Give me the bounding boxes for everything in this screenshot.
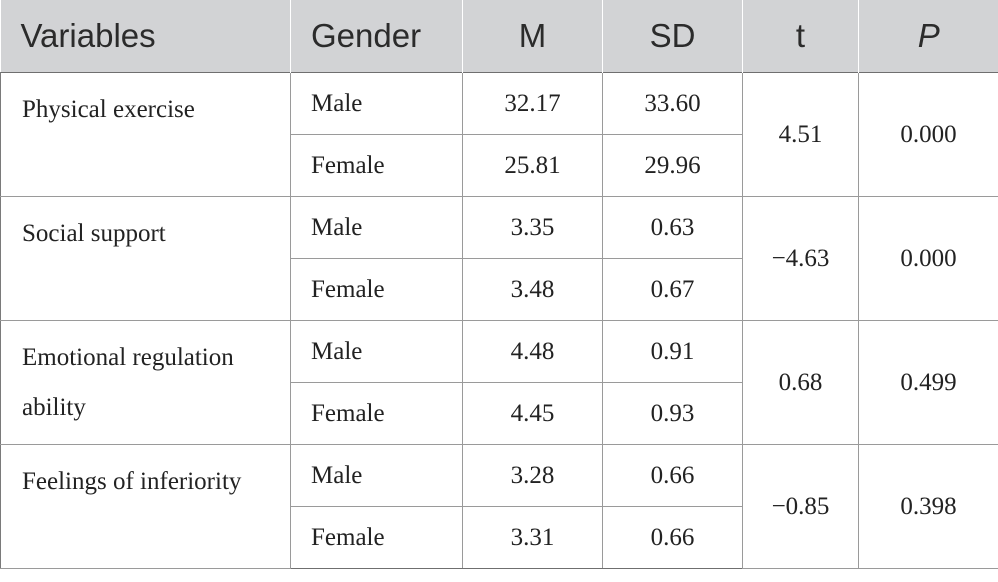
sd-cell: 0.63 [602,196,743,259]
header-t: t [742,0,859,73]
table-row: Female 3.31 0.66 [1,506,998,569]
table-row: Feelings of inferiority Male 3.28 0.66 −… [0,444,998,569]
variable-name: Emotional regulation ability [0,320,291,445]
mean-cell: 25.81 [462,134,603,197]
sd-cell: 29.96 [602,134,743,197]
mean-cell: 3.28 [462,444,603,507]
p-value: 0.499 [858,320,998,445]
t-value: −0.85 [742,444,859,569]
gender-cell: Male [290,320,463,383]
table-row: Female 25.81 29.96 [1,134,998,197]
gender-cell: Female [290,258,463,321]
sd-cell: 0.67 [602,258,743,321]
sd-cell: 0.91 [602,320,743,383]
mean-cell: 4.48 [462,320,603,383]
sd-cell: 0.66 [602,444,743,507]
table-row: Physical exercise Male 32.17 33.60 4.51 … [0,72,998,197]
mean-cell: 3.48 [462,258,603,321]
header-variables: Variables [0,0,291,73]
variable-name: Feelings of inferiority [0,444,291,569]
variable-name: Social support [0,196,291,321]
t-value: 4.51 [742,72,859,197]
table-row: Emotional regulation ability Male 4.48 0… [0,320,998,445]
gender-cell: Male [290,196,463,259]
gender-cell: Male [290,444,463,507]
gender-cell: Female [290,134,463,197]
variable-name: Physical exercise [0,72,291,197]
gender-comparison-table: Variables Gender M SD t P Physical exerc… [0,0,998,569]
table-row: Social support Male 3.35 0.63 −4.63 0.00… [0,196,998,321]
header-row: Variables Gender M SD t P [0,0,998,73]
header-p: P [858,0,998,73]
gender-cell: Male [290,72,463,135]
mean-cell: 3.35 [462,196,603,259]
gender-cell: Female [290,382,463,445]
p-value: 0.000 [858,72,998,197]
sd-cell: 0.66 [602,506,743,569]
header-mean: M [462,0,603,73]
gender-cell: Female [290,506,463,569]
sd-cell: 33.60 [602,72,743,135]
header-sd: SD [602,0,743,73]
mean-cell: 3.31 [462,506,603,569]
p-value: 0.000 [858,196,998,321]
t-value: 0.68 [742,320,859,445]
header-gender: Gender [290,0,463,73]
t-value: −4.63 [742,196,859,321]
sd-cell: 0.93 [602,382,743,445]
mean-cell: 32.17 [462,72,603,135]
p-value: 0.398 [858,444,998,569]
mean-cell: 4.45 [462,382,603,445]
